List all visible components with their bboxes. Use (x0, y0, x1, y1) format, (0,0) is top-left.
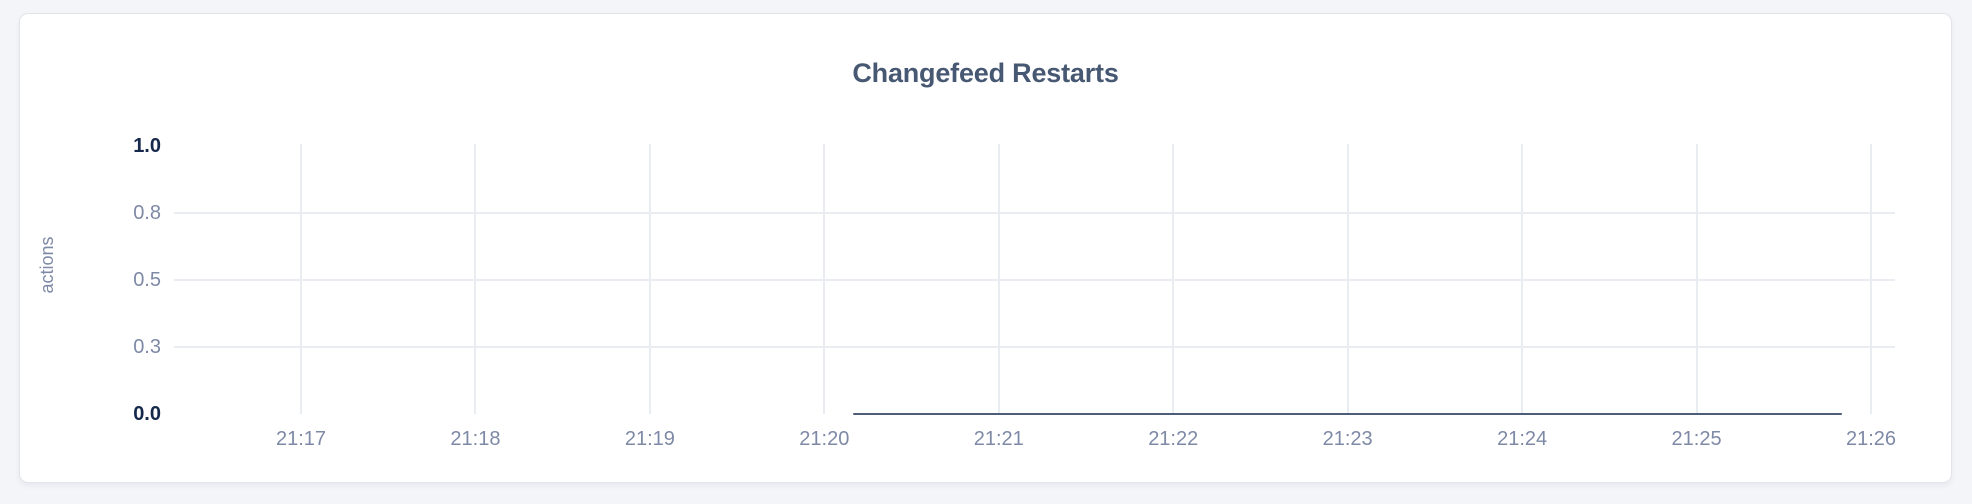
x-tick-label: 21:26 (1845, 428, 1897, 450)
y-tick-label: 0.0 (133, 403, 161, 425)
chart-card: Changefeed Restarts actions 21:17 21:18 21… (19, 13, 1952, 483)
x-tick-label: 21:23 (1322, 428, 1373, 450)
y-tick-label: 0.8 (133, 202, 161, 224)
y-tick-label: 0.3 (133, 336, 161, 358)
x-tick-label: 21:24 (1497, 428, 1548, 450)
chart-plot-area[interactable] (174, 144, 1895, 414)
x-tick-label: 21:18 (450, 428, 501, 450)
x-tick-label: 21:21 (973, 428, 1024, 450)
x-tick-label: 21:20 (799, 428, 850, 450)
y-axis-label: actions (37, 236, 57, 294)
x-tick-label: 21:17 (275, 428, 327, 450)
x-tick-label: 21:25 (1671, 428, 1722, 450)
y-tick-label: 0.5 (133, 269, 161, 291)
x-tick-label: 21:19 (624, 428, 675, 450)
x-tick-label: 21:22 (1148, 428, 1199, 450)
y-tick-label: 1.0 (133, 135, 161, 157)
chart-title: Changefeed Restarts (852, 58, 1119, 88)
